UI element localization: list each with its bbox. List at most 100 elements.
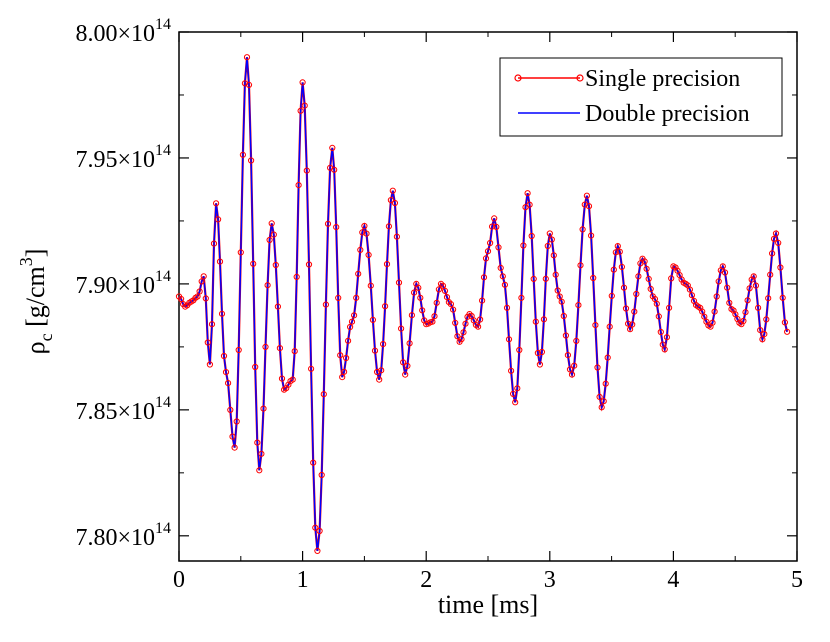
single-precision-point — [462, 320, 469, 327]
single-precision-point — [299, 79, 306, 86]
single-precision-point — [657, 328, 664, 336]
single-precision-point — [339, 374, 346, 381]
single-precision-point — [337, 352, 344, 359]
y-tick-label: 7.90×1014 — [75, 268, 171, 299]
single-precision-point — [772, 230, 780, 237]
single-precision-point — [767, 271, 774, 278]
single-precision-point — [614, 243, 621, 250]
single-precision-point — [738, 321, 745, 328]
single-precision-point — [528, 232, 535, 240]
single-precision-point — [641, 258, 648, 265]
single-precision-point — [357, 246, 364, 253]
single-precision-point — [387, 197, 394, 204]
single-precision-point — [701, 313, 708, 320]
single-precision-point — [293, 273, 300, 280]
single-precision-point — [631, 308, 638, 315]
single-precision-point — [550, 252, 557, 259]
single-precision-point — [291, 348, 298, 355]
single-precision-point — [305, 261, 313, 268]
single-precision-point — [536, 361, 544, 368]
series-layer — [175, 54, 791, 555]
single-precision-point — [258, 450, 265, 457]
single-precision-point — [554, 287, 561, 294]
single-precision-point — [295, 182, 302, 189]
single-precision-point — [538, 348, 546, 356]
single-precision-point — [530, 275, 537, 282]
single-precision-point — [744, 297, 751, 304]
single-precision-point — [598, 404, 605, 411]
single-precision-point — [278, 375, 286, 382]
single-precision-point — [276, 345, 283, 352]
single-precision-point — [445, 299, 452, 306]
single-precision-point — [546, 230, 553, 237]
single-precision-point — [475, 323, 482, 330]
single-precision-point — [633, 290, 640, 298]
single-precision-point — [558, 298, 565, 305]
single-precision-point — [235, 346, 242, 354]
single-precision-point — [583, 192, 591, 199]
single-precision-point — [308, 365, 315, 372]
legend-box — [499, 57, 783, 137]
single-precision-point — [746, 285, 753, 292]
single-precision-point — [310, 459, 317, 466]
single-precision-point — [579, 226, 586, 233]
single-precision-point — [592, 322, 599, 329]
single-precision-point — [347, 323, 354, 331]
single-precision-point — [429, 318, 436, 325]
single-precision-point — [227, 406, 234, 413]
y-tick-label: 7.85×1014 — [75, 394, 171, 425]
single-precision-point — [450, 306, 457, 313]
single-precision-point — [393, 233, 400, 240]
single-precision-point — [237, 249, 244, 256]
single-precision-point — [501, 281, 508, 288]
single-precision-point — [272, 261, 279, 269]
single-precision-point — [573, 337, 580, 344]
single-precision-point — [218, 310, 226, 317]
single-precision-point — [719, 263, 726, 270]
single-precision-point — [604, 354, 611, 361]
single-precision-point — [243, 54, 251, 61]
single-precision-point — [532, 318, 539, 325]
single-precision-point — [371, 347, 379, 354]
single-precision-point — [225, 380, 232, 387]
single-precision-point — [713, 293, 720, 300]
single-precision-point — [524, 190, 531, 197]
y-axis-ticks: 7.80×1014 7.85×1014 7.90×1014 7.95×1014 8.00… — [75, 16, 797, 551]
single-precision-point — [316, 527, 323, 535]
single-precision-point — [629, 321, 636, 328]
single-precision-point — [389, 187, 396, 194]
single-precision-point — [594, 364, 601, 371]
single-precision-point — [770, 235, 778, 242]
single-precision-point — [415, 284, 422, 291]
x-tick-label: 2 — [420, 567, 432, 593]
single-precision-point — [301, 102, 308, 109]
single-precision-point — [231, 444, 238, 451]
single-precision-point — [411, 289, 418, 296]
x-tick-label: 4 — [667, 567, 679, 593]
single-precision-point — [562, 332, 570, 339]
legend: Single precision Double precision — [499, 57, 783, 137]
single-precision-point — [345, 337, 352, 344]
single-precision-point — [204, 339, 211, 346]
y-axis-label-subscript: c — [36, 333, 56, 341]
x-tick-label: 0 — [173, 567, 185, 593]
single-precision-point — [202, 295, 209, 302]
single-precision-point — [460, 329, 467, 336]
single-precision-point — [548, 236, 555, 243]
single-precision-point — [376, 376, 383, 383]
single-precision-point — [331, 166, 338, 173]
single-precision-point — [748, 276, 755, 283]
single-precision-point — [775, 239, 782, 246]
single-precision-point — [266, 236, 273, 244]
single-precision-point — [526, 201, 533, 208]
single-precision-point — [367, 282, 374, 289]
single-precision-point — [600, 398, 607, 405]
legend-marker-single-left — [514, 74, 522, 82]
single-precision-point — [268, 220, 275, 227]
single-precision-point — [518, 294, 525, 301]
single-precision-point — [499, 273, 506, 280]
single-precision-point — [552, 271, 559, 278]
single-precision-point — [512, 399, 519, 406]
single-precision-point — [566, 366, 574, 373]
single-precision-point — [514, 385, 521, 392]
